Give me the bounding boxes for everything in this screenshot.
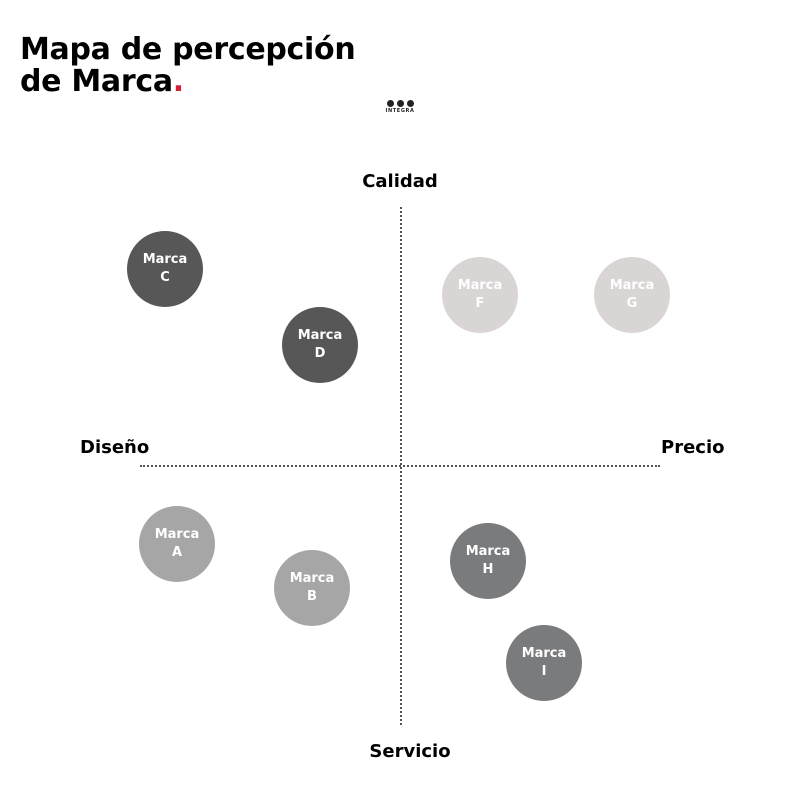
brand-bubble-c: Marca C bbox=[127, 231, 203, 307]
brand-label: Marca A bbox=[154, 527, 200, 560]
brand-label: Marca C bbox=[142, 252, 188, 285]
brand-label: Marca H bbox=[465, 544, 511, 577]
page-title: Mapa de percepción de Marca. bbox=[20, 32, 356, 99]
logo-text: INTEGRA bbox=[385, 108, 415, 114]
brand-bubble-g: Marca G bbox=[594, 257, 670, 333]
brand-label: Marca I bbox=[521, 646, 567, 679]
axis-label-top: Calidad bbox=[362, 171, 438, 192]
brand-bubble-i: Marca I bbox=[506, 625, 582, 701]
brand-label: Marca G bbox=[609, 278, 655, 311]
title-line-1: Mapa de percepción bbox=[20, 32, 356, 67]
brand-bubble-d: Marca D bbox=[282, 307, 358, 383]
brand-bubble-h: Marca H bbox=[450, 523, 526, 599]
brand-bubble-f: Marca F bbox=[442, 257, 518, 333]
axis-label-bottom: Servicio bbox=[369, 741, 451, 762]
title-accent-dot: . bbox=[172, 64, 184, 99]
brand-label: Marca B bbox=[289, 571, 335, 604]
horizontal-axis-line bbox=[140, 465, 660, 467]
brand-label: Marca F bbox=[457, 278, 503, 311]
brand-bubble-b: Marca B bbox=[274, 550, 350, 626]
logo-dots-icon bbox=[382, 100, 418, 107]
brand-label: Marca D bbox=[297, 328, 343, 361]
axis-label-right: Precio bbox=[661, 437, 725, 458]
title-line-2: de Marca bbox=[20, 64, 173, 99]
integra-logo: INTEGRA bbox=[382, 100, 418, 114]
brand-bubble-a: Marca A bbox=[139, 506, 215, 582]
axis-label-left: Diseño bbox=[80, 437, 150, 458]
